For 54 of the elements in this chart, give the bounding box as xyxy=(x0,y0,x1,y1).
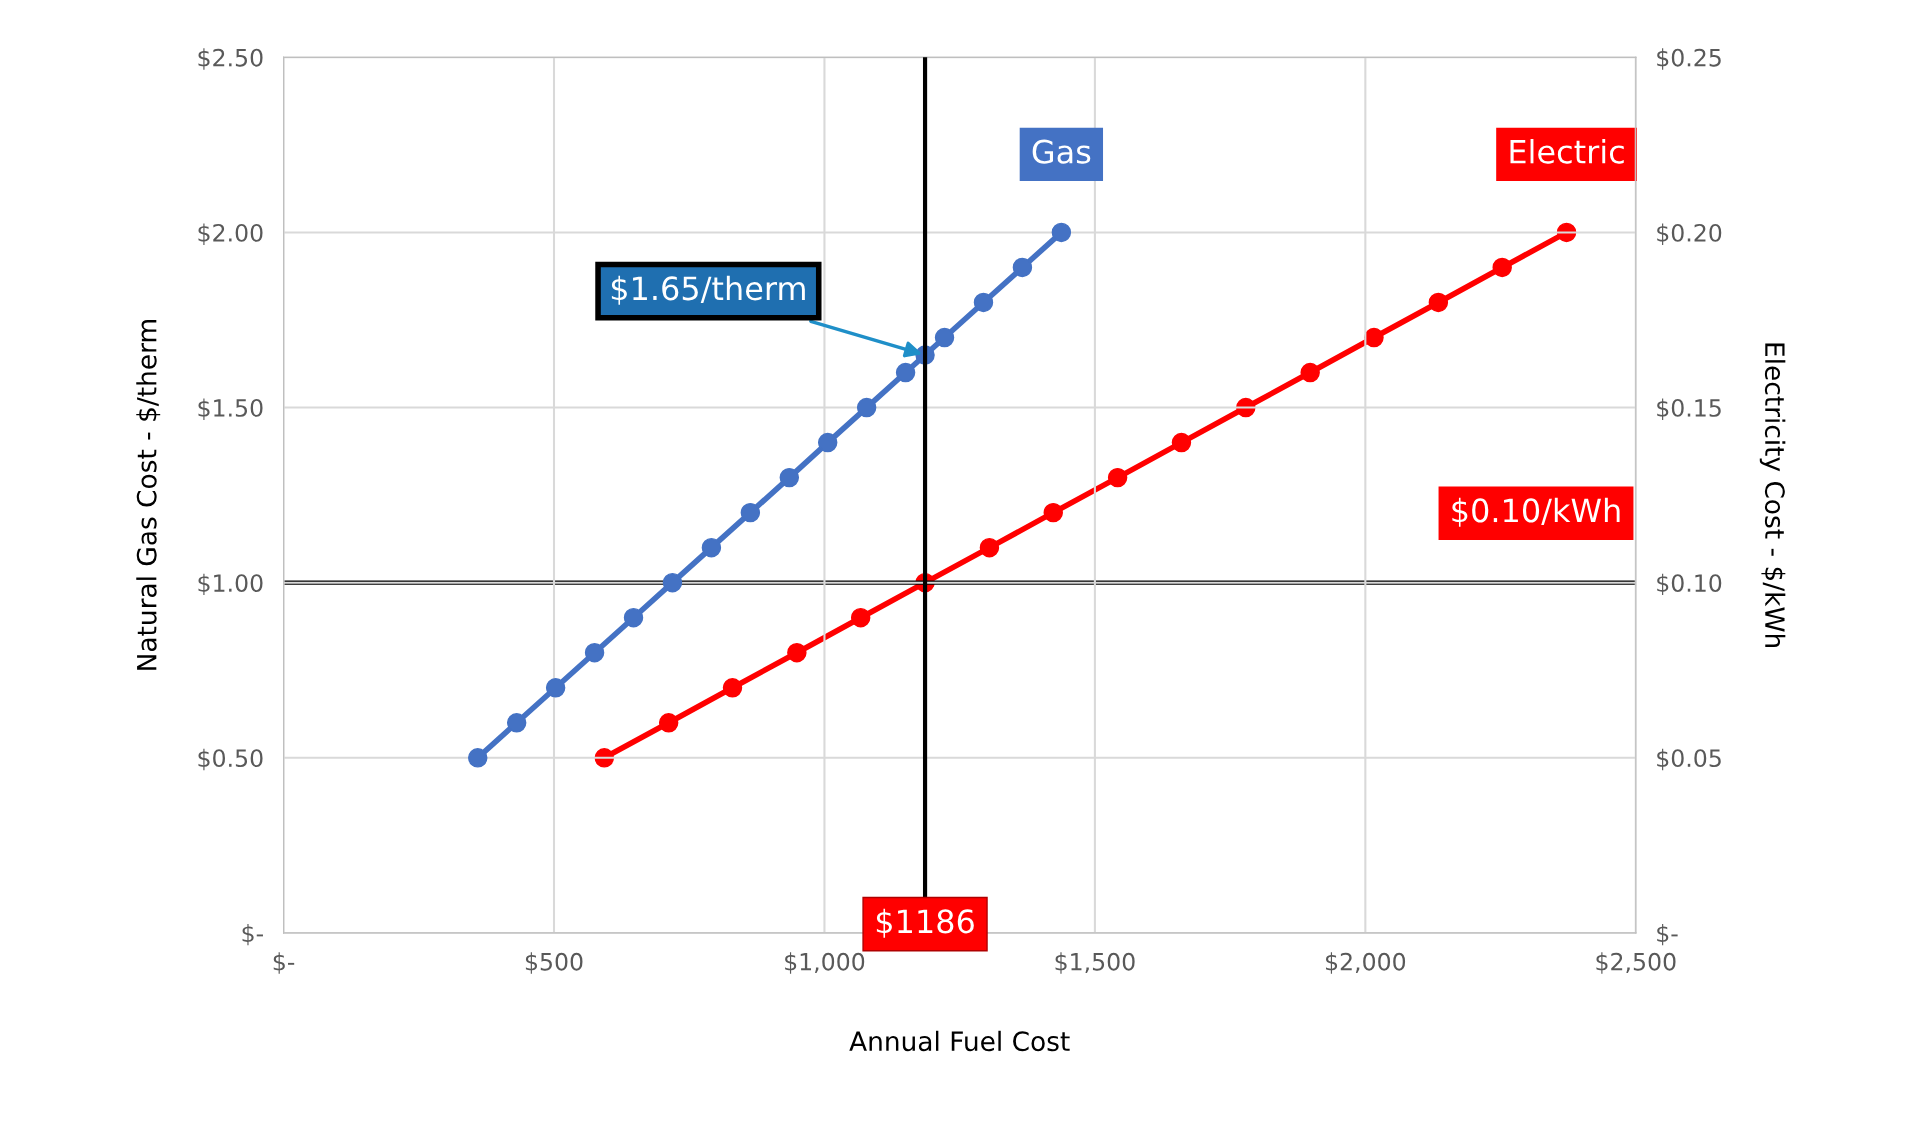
point xyxy=(973,292,994,313)
y2-tick-label: $0.25 xyxy=(1657,48,1721,70)
point xyxy=(934,327,955,348)
point xyxy=(1171,432,1192,453)
y-axis-title: Natural Gas Cost - $/therm xyxy=(136,320,161,670)
point xyxy=(740,502,761,523)
point xyxy=(584,643,605,663)
point xyxy=(701,537,722,558)
point xyxy=(1492,257,1512,278)
point xyxy=(545,678,566,698)
point xyxy=(468,748,488,768)
point xyxy=(1428,292,1449,313)
y-tick-label: $1.00 xyxy=(198,573,263,596)
text: Electric xyxy=(1510,139,1624,164)
x-tick-label: $- xyxy=(273,952,295,974)
point xyxy=(506,713,527,733)
x-tick-label: $1,500 xyxy=(1055,952,1135,974)
x-tick-label: $2,500 xyxy=(1596,952,1676,974)
x-tick-label: $500 xyxy=(525,952,583,974)
x-axis-title: Annual Fuel Cost xyxy=(849,1030,1070,1052)
point xyxy=(722,678,743,698)
annotation: $1.65/therm xyxy=(611,275,805,305)
y2-tick-label: $- xyxy=(1657,923,1678,946)
point xyxy=(1364,327,1384,348)
point xyxy=(658,713,679,733)
point xyxy=(979,537,1000,558)
y2-tick-label: $0.05 xyxy=(1657,748,1721,771)
y-tick-label: $2.50 xyxy=(198,48,263,70)
y2-tick-label: $0.15 xyxy=(1657,398,1721,420)
text: Gas xyxy=(1032,139,1091,164)
y-tick-label: $2.00 xyxy=(198,223,263,245)
y2-axis-title: Electricity Cost - $/kWh xyxy=(1759,343,1786,647)
y2-tick-label: $0.20 xyxy=(1657,223,1722,245)
point xyxy=(779,467,800,488)
y-tick-label: $- xyxy=(242,923,263,946)
ref-line-label: $1186 xyxy=(876,908,974,938)
point xyxy=(787,643,807,663)
point xyxy=(1043,502,1063,523)
y-tick-label: $1.50 xyxy=(198,398,263,420)
y-tick-label: $0.50 xyxy=(198,748,263,771)
point xyxy=(817,432,838,453)
ref-line-label: $0.10/kWh xyxy=(1452,497,1620,527)
point xyxy=(856,397,877,418)
point xyxy=(1012,257,1033,278)
x-tick-label: $2,000 xyxy=(1326,952,1406,974)
point xyxy=(1300,362,1320,383)
point xyxy=(1107,467,1128,488)
x-tick-label: $1,000 xyxy=(785,952,865,974)
y2-tick-label: $0.10 xyxy=(1657,573,1722,596)
point xyxy=(850,607,871,628)
point xyxy=(623,607,644,628)
point xyxy=(895,362,916,383)
point xyxy=(1051,222,1072,243)
point xyxy=(662,572,683,593)
